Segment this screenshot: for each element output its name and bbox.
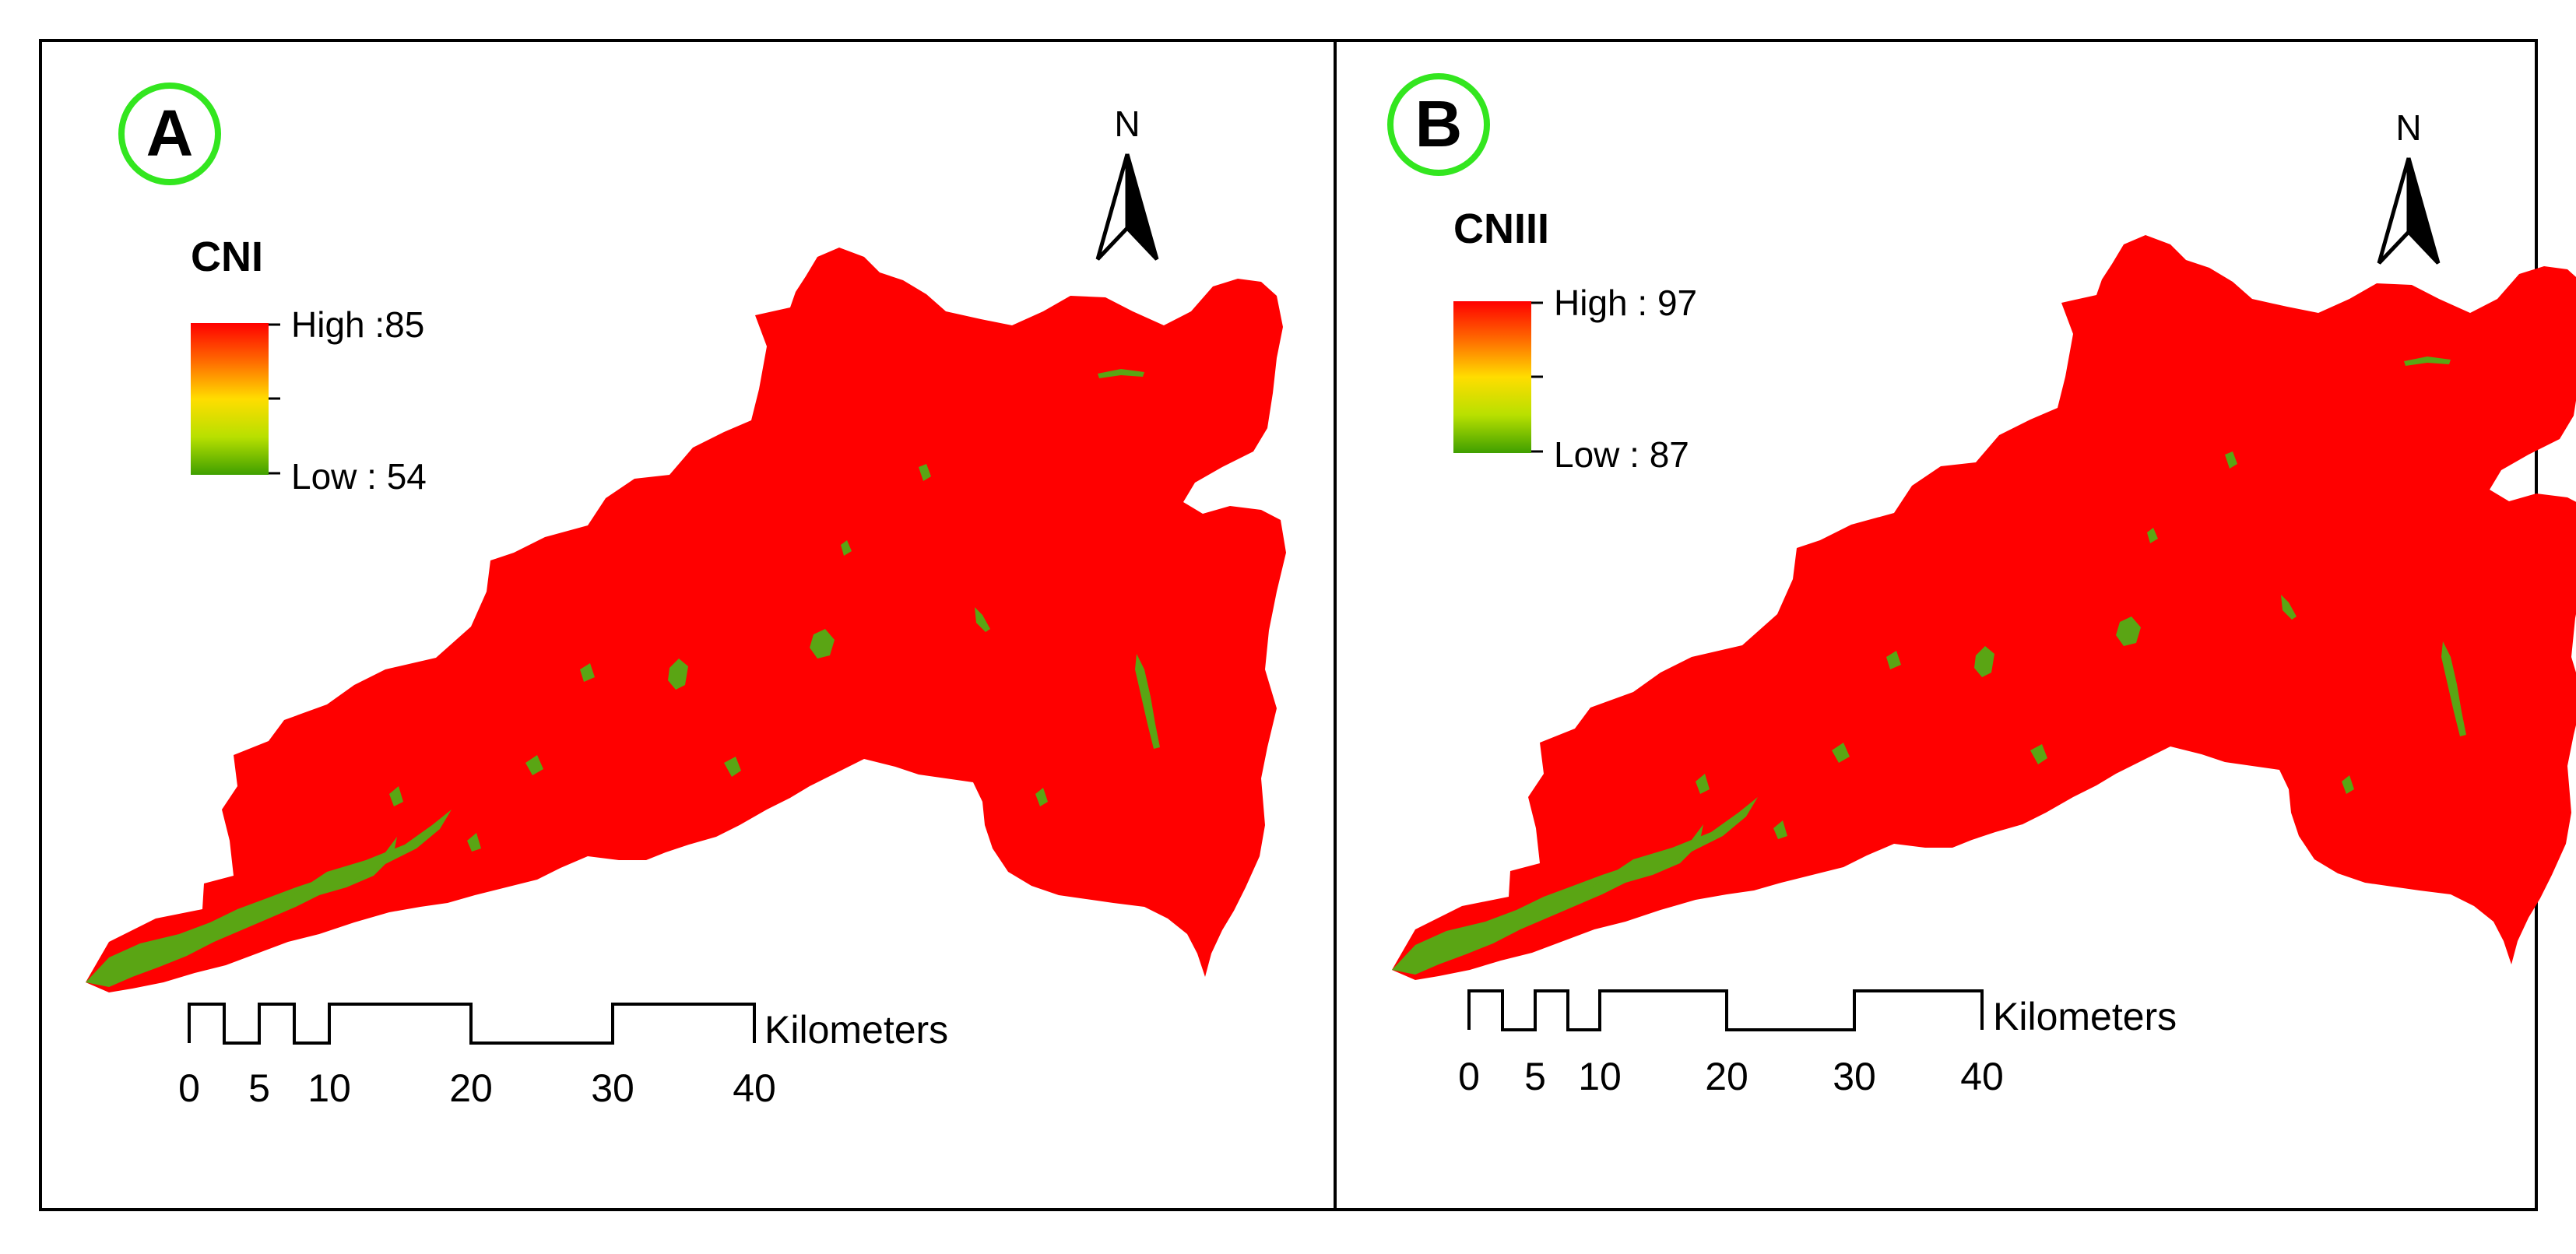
panel-a-scalebar: Kilometers 0 5 10 20 30 40 [178, 1003, 948, 1110]
panel-b-scalebar-line [1467, 989, 1984, 1031]
panel-b-legend-ramp [1453, 301, 1531, 453]
panel-a-scalebar-line [188, 1003, 756, 1045]
panel-b-scalebar-tick-40: 40 [1960, 1055, 2004, 1098]
panel-b-scalebar-tick-0: 0 [1458, 1055, 1480, 1098]
panel-a-badge: A [118, 83, 221, 185]
panel-b-watershed-map [1392, 235, 2576, 980]
panel-a-legend: CNI High :85 Low : 54 [191, 234, 427, 497]
panel-a: A CNI High :85 Low : 54 N Kilometers 0 5… [86, 83, 1286, 1110]
panel-b-scalebar-tick-30: 30 [1833, 1055, 1876, 1098]
panel-a-scalebar-tick-10: 10 [308, 1066, 351, 1110]
panel-b-badge: B [1387, 73, 1490, 176]
panel-a-scalebar-tick-30: 30 [591, 1066, 634, 1110]
panel-a-legend-ramp [191, 323, 269, 475]
panel-a-scalebar-unit: Kilometers [764, 1008, 948, 1052]
panel-b: B CNIII High : 97 Low : 87 N Kilometers … [1387, 73, 2576, 1098]
panel-b-badge-label: B [1415, 87, 1463, 160]
panel-a-scalebar-tick-5: 5 [248, 1066, 270, 1110]
panel-a-legend-title: CNI [191, 234, 263, 280]
panel-b-legend-title: CNIII [1453, 205, 1549, 252]
panel-b-legend: CNIII High : 97 Low : 87 [1453, 205, 1697, 475]
panel-a-scalebar-tick-20: 20 [449, 1066, 493, 1110]
panel-a-scalebar-tick-0: 0 [178, 1066, 200, 1110]
panel-a-legend-high: High :85 [291, 304, 424, 345]
panel-a-north-label: N [1114, 104, 1140, 144]
panel-b-scalebar-tick-5: 5 [1524, 1055, 1546, 1098]
panel-b-scalebar-tick-10: 10 [1578, 1055, 1622, 1098]
panel-a-legend-low: Low : 54 [291, 456, 427, 497]
panel-a-north-arrow: N [1098, 104, 1157, 259]
panel-b-legend-high: High : 97 [1554, 283, 1697, 323]
panel-a-scalebar-tick-40: 40 [733, 1066, 776, 1110]
panel-b-scalebar-unit: Kilometers [1993, 995, 2177, 1038]
panel-b-north-label: N [2395, 107, 2421, 148]
panel-b-north-arrow: N [2379, 107, 2438, 263]
panel-a-badge-label: A [146, 97, 194, 170]
panel-b-legend-low: Low : 87 [1554, 434, 1689, 475]
panel-b-basin [1392, 235, 2576, 980]
panel-b-scalebar-tick-20: 20 [1705, 1055, 1748, 1098]
panel-b-scalebar: Kilometers 0 5 10 20 30 40 [1458, 989, 2177, 1098]
